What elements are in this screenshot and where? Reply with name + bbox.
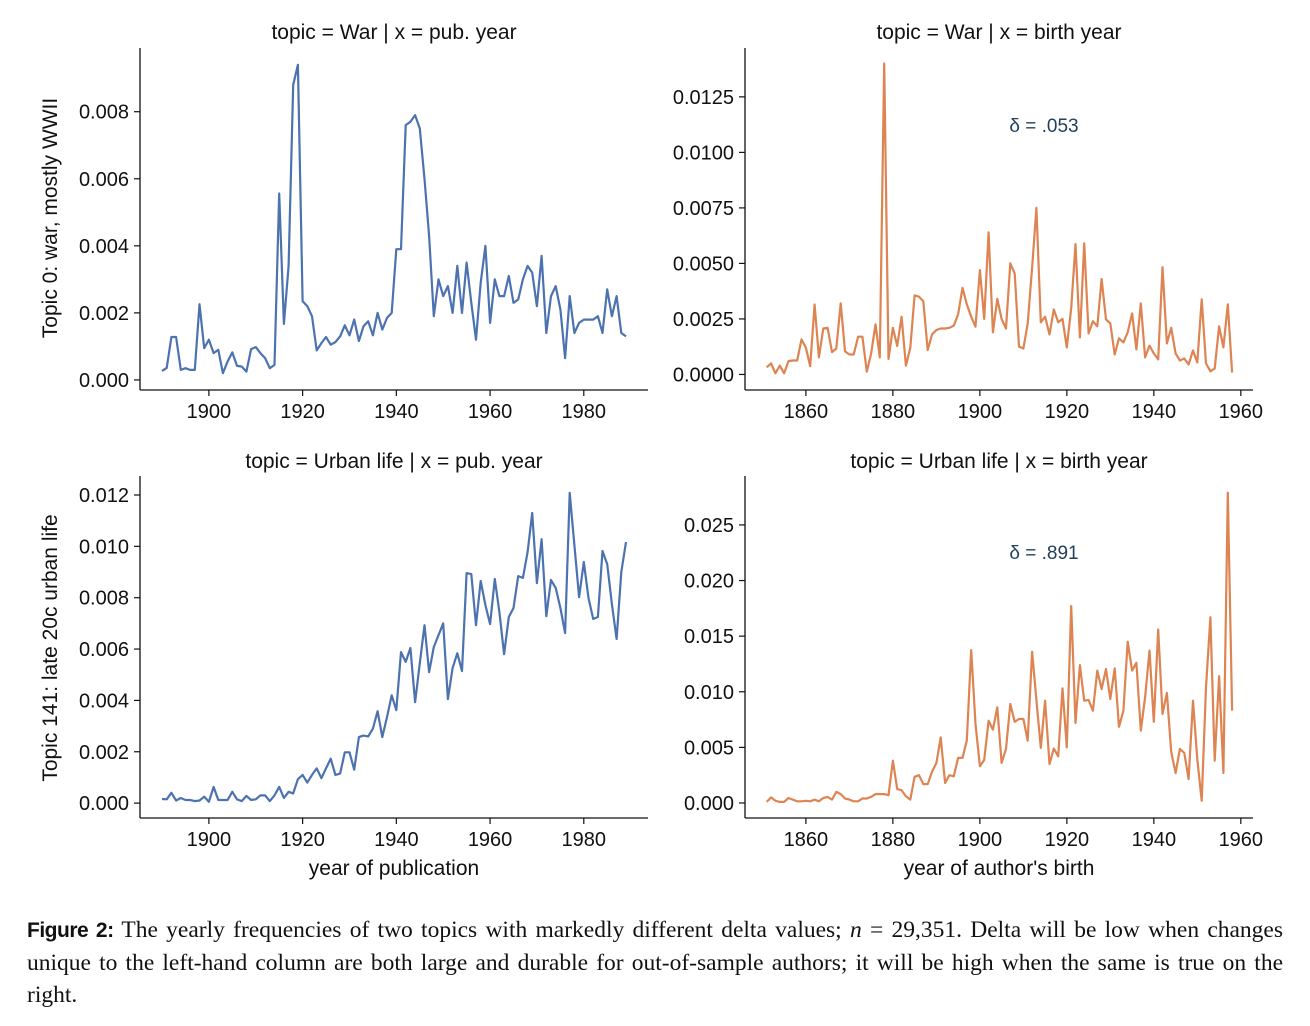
y-tick-label: 0.0125 (673, 87, 734, 109)
x-tick-label: 1920 (1045, 829, 1090, 851)
y-tick-label: 0.0075 (673, 198, 734, 220)
x-tick-label: 1900 (187, 829, 232, 851)
y-tick-label: 0.000 (684, 793, 734, 815)
y-tick-label: 0.012 (79, 485, 129, 507)
y-tick-label: 0.006 (79, 169, 129, 191)
x-tick-label: 1980 (562, 829, 607, 851)
x-tick-label: 1920 (280, 829, 325, 851)
x-tick-label: 1960 (1219, 401, 1264, 423)
x-tick-label: 1940 (374, 401, 419, 423)
y-tick-label: 0.005 (684, 737, 734, 759)
y-tick-label: 0.000 (79, 793, 129, 815)
y-tick-label: 0.008 (79, 588, 129, 610)
figure-caption: Figure 2: The yearly frequencies of two … (27, 914, 1283, 1011)
figure-2-charts: topic = War | x = pub. year topic = War … (39, 21, 1263, 880)
y-tick-label: 0.0000 (673, 364, 734, 386)
y-tick-label: 0.0050 (673, 253, 734, 275)
panel-title-urban-pub: topic = Urban life | x = pub. year (245, 450, 542, 473)
series-line (765, 491, 1234, 804)
ylabel-war: Topic 0: war, mostly WWII (39, 98, 62, 338)
x-tick-label: 1960 (468, 829, 513, 851)
y-tick-label: 0.002 (79, 303, 129, 325)
y-tick-label: 0.010 (684, 682, 734, 704)
x-tick-label: 1900 (187, 401, 232, 423)
y-tick-label: 0.002 (79, 742, 129, 764)
xlabel-birth: year of author's birth (904, 857, 1095, 880)
y-tick-label: 0.015 (684, 626, 734, 648)
y-tick-label: 0.004 (79, 236, 129, 258)
x-tick-label: 1920 (280, 401, 325, 423)
y-tick-label: 0.020 (684, 571, 734, 593)
delta-annotation-war: δ = .053 (1009, 116, 1078, 137)
caption-text-after: . Delta will be low when changes unique … (27, 917, 1284, 1008)
x-tick-label: 1960 (1219, 829, 1264, 851)
x-tick-label: 1980 (562, 401, 607, 423)
y-tick-label: 0.010 (79, 536, 129, 558)
x-tick-label: 1880 (871, 829, 916, 851)
ylabel-urban: Topic 141: late 20c urban life (39, 514, 62, 781)
y-tick-label: 0.000 (79, 370, 129, 392)
delta-annotation-urban: δ = .891 (1009, 543, 1078, 564)
chart-marks: 1900 1920 1940 1960 1980 0.000 0.002 0.004 0.006… (79, 48, 1263, 851)
caption-math-rest: = 29,351 (861, 917, 957, 943)
x-tick-label: 1880 (871, 401, 916, 423)
x-tick-label: 1940 (1132, 829, 1177, 851)
y-tick-label: 0.008 (79, 102, 129, 124)
panel-title-war-pub: topic = War | x = pub. year (271, 21, 516, 44)
x-tick-label: 1940 (1132, 401, 1177, 423)
caption-text-before: The yearly frequencies of two topics wit… (113, 917, 850, 943)
x-tick-label: 1960 (468, 401, 513, 423)
y-tick-label: 0.0100 (673, 142, 734, 164)
caption-label: Figure 2: (27, 919, 114, 942)
series-line (765, 62, 1234, 375)
x-tick-label: 1900 (958, 829, 1003, 851)
y-tick-label: 0.025 (684, 515, 734, 537)
x-tick-label: 1940 (374, 829, 419, 851)
x-tick-label: 1920 (1045, 401, 1090, 423)
x-tick-label: 1860 (784, 401, 829, 423)
x-tick-label: 1900 (958, 401, 1003, 423)
panel-title-war-birth: topic = War | x = birth year (876, 21, 1121, 44)
series-line (161, 491, 628, 803)
panel-title-urban-birth: topic = Urban life | x = birth year (850, 450, 1147, 473)
series-line (161, 63, 627, 375)
y-tick-label: 0.0025 (673, 309, 734, 331)
caption-math-var: n (849, 917, 862, 943)
xlabel-publication: year of publication (309, 857, 479, 880)
y-tick-label: 0.006 (79, 639, 129, 661)
x-tick-label: 1860 (784, 829, 829, 851)
y-tick-label: 0.004 (79, 690, 129, 712)
